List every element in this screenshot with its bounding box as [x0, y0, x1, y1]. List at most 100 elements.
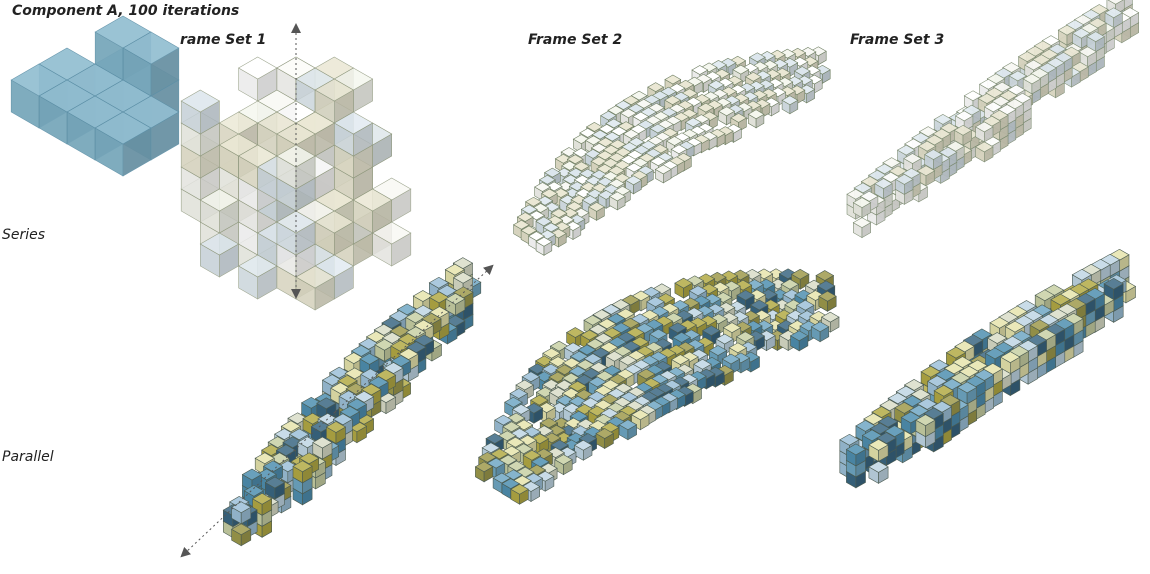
cube-top	[720, 86, 738, 97]
cube-top	[714, 97, 732, 108]
cube-top	[795, 75, 813, 86]
cube	[180, 89, 221, 135]
cube-top	[199, 188, 240, 212]
cube-top	[264, 476, 286, 489]
voxel-layer	[10, 0, 1140, 547]
cube-top	[254, 452, 275, 465]
cube-top	[614, 100, 632, 110]
cube-top	[672, 91, 690, 102]
cube-top	[94, 111, 152, 145]
cube-top	[298, 452, 320, 465]
cube-top	[664, 95, 682, 105]
cube-top	[373, 323, 395, 336]
cube-top	[256, 468, 277, 481]
cube-top	[412, 290, 434, 302]
cube-top	[359, 353, 380, 365]
cube-top	[346, 398, 368, 411]
cube	[312, 436, 333, 460]
cube-top	[243, 484, 264, 497]
cube-top	[799, 47, 817, 57]
cube-top	[329, 366, 350, 379]
cube-top	[793, 66, 811, 76]
cube	[292, 460, 313, 484]
cube-top	[398, 348, 419, 360]
cube-top	[694, 73, 712, 84]
cube	[359, 353, 380, 376]
cube	[199, 188, 240, 234]
cube	[230, 523, 252, 547]
cube-top	[374, 338, 395, 351]
cube-top	[180, 89, 221, 113]
cube-top	[261, 444, 282, 456]
cube	[264, 476, 286, 500]
cube-top	[333, 111, 374, 135]
cube-top	[332, 413, 353, 426]
cube-top	[297, 436, 318, 449]
cube-top	[300, 396, 322, 409]
cube-top	[764, 69, 782, 79]
cube-top	[759, 88, 777, 99]
cube-top	[685, 97, 702, 107]
cube-top	[230, 523, 252, 536]
cube-top	[788, 85, 806, 95]
cube-top	[199, 232, 240, 256]
cube-top	[713, 68, 731, 79]
cube-top	[252, 492, 273, 505]
cube-top	[405, 326, 427, 339]
cube	[781, 95, 799, 115]
cube-top	[325, 421, 347, 433]
cube-top	[237, 56, 278, 80]
cube-top	[664, 74, 682, 85]
cube-top	[321, 374, 343, 386]
cube	[371, 221, 412, 267]
cube-top	[330, 382, 351, 394]
cube-top	[428, 276, 450, 289]
cube-top	[453, 271, 474, 284]
cube	[314, 78, 355, 124]
cube-top	[697, 102, 715, 113]
cube-top	[390, 340, 411, 352]
cube	[237, 254, 278, 300]
cube-top	[310, 420, 331, 433]
cube-top	[241, 468, 263, 481]
cube-top	[350, 345, 372, 357]
cube-top	[729, 84, 747, 95]
cube-top	[705, 100, 723, 110]
cube-top	[789, 47, 807, 58]
cube-top	[444, 263, 465, 276]
cube	[230, 501, 252, 525]
cube-top	[343, 352, 365, 364]
cube-top	[267, 436, 288, 448]
cube-top	[776, 77, 794, 87]
cube-top	[288, 428, 310, 441]
cube-top	[383, 362, 404, 374]
cube-top	[316, 397, 337, 410]
cube-top	[741, 91, 759, 102]
cube-top	[685, 76, 703, 87]
cube	[276, 144, 316, 190]
cube-top	[353, 390, 375, 403]
cube-top	[732, 93, 750, 104]
cube-top	[312, 436, 333, 449]
cube-top	[292, 460, 313, 473]
cube-top	[277, 460, 298, 473]
cube-top	[781, 95, 799, 106]
cube-top	[428, 291, 450, 304]
cube-top	[314, 210, 355, 234]
cube	[352, 188, 393, 234]
cube-top	[339, 405, 360, 418]
cube-top	[337, 374, 358, 387]
cube	[122, 31, 180, 97]
cube-top	[237, 254, 278, 278]
cube-top	[691, 65, 709, 75]
cube-top	[280, 420, 302, 433]
cube-top	[274, 428, 295, 440]
cube-top	[368, 376, 389, 389]
cube-top	[344, 367, 365, 380]
cube-top	[287, 412, 308, 425]
cube-top	[338, 390, 359, 403]
cube	[94, 111, 152, 177]
cube-top	[405, 311, 426, 324]
cube-top	[735, 102, 753, 112]
